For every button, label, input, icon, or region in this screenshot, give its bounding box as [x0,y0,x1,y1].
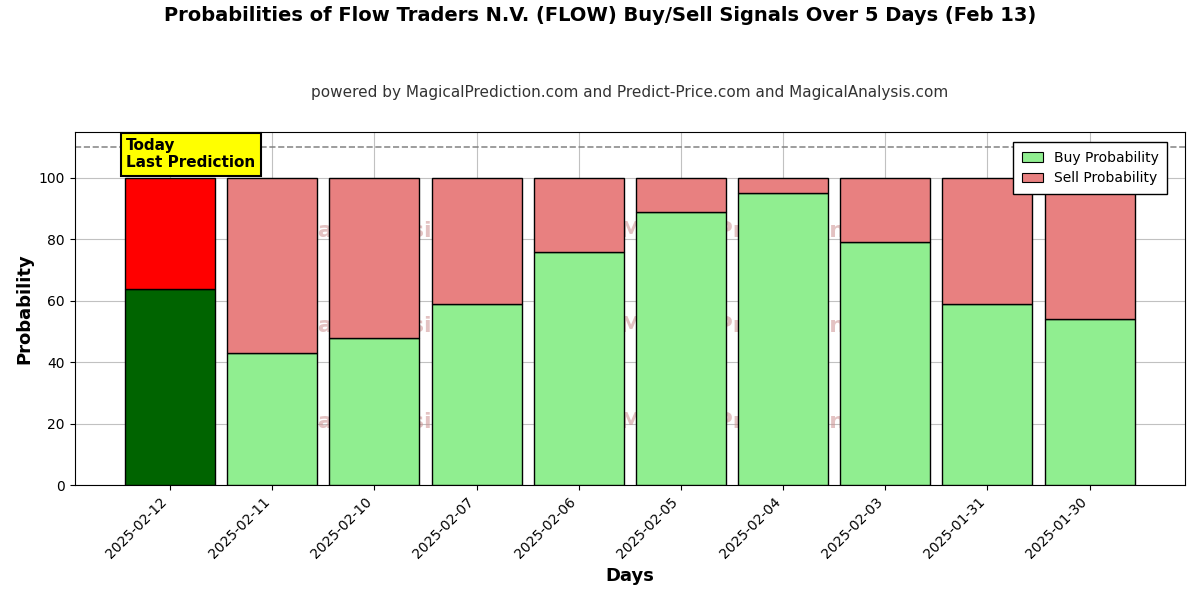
Bar [534,251,624,485]
Bar [942,304,1032,485]
Bar [330,338,419,485]
Bar [840,178,930,242]
Text: MagicalPrediction.com: MagicalPrediction.com [620,221,906,241]
Legend: Buy Probability, Sell Probability: Buy Probability, Sell Probability [1014,142,1166,194]
Title: powered by MagicalPrediction.com and Predict-Price.com and MagicalAnalysis.com: powered by MagicalPrediction.com and Pre… [311,85,948,100]
Bar [432,304,522,485]
Text: MagicalAnalysis.com: MagicalAnalysis.com [244,221,505,241]
Text: MagicalPrediction.com: MagicalPrediction.com [620,412,906,431]
Text: MagicalPrediction.com: MagicalPrediction.com [620,316,906,336]
Bar [840,242,930,485]
Bar [942,178,1032,304]
Bar [534,178,624,251]
Bar [227,353,317,485]
Bar [1045,178,1134,319]
Bar [227,178,317,353]
Bar [636,212,726,485]
Bar [738,178,828,193]
Bar [125,289,215,485]
Bar [125,178,215,289]
Text: Today
Last Prediction: Today Last Prediction [126,138,256,170]
Bar [738,193,828,485]
Text: Probabilities of Flow Traders N.V. (FLOW) Buy/Sell Signals Over 5 Days (Feb 13): Probabilities of Flow Traders N.V. (FLOW… [164,6,1036,25]
Y-axis label: Probability: Probability [16,253,34,364]
Bar [1045,319,1134,485]
Bar [636,178,726,212]
X-axis label: Days: Days [605,567,654,585]
Text: MagicalAnalysis.com: MagicalAnalysis.com [244,316,505,336]
Bar [330,178,419,338]
Text: MagicalAnalysis.com: MagicalAnalysis.com [244,412,505,431]
Bar [432,178,522,304]
